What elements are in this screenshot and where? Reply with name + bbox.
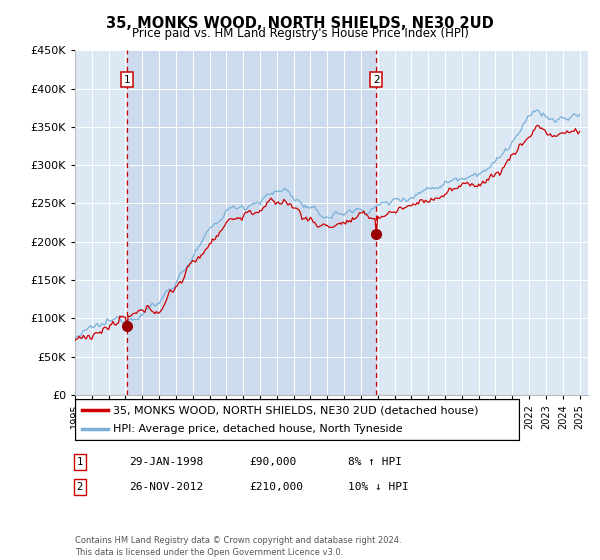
- Text: 26-NOV-2012: 26-NOV-2012: [129, 482, 203, 492]
- Text: 35, MONKS WOOD, NORTH SHIELDS, NE30 2UD: 35, MONKS WOOD, NORTH SHIELDS, NE30 2UD: [106, 16, 494, 31]
- Text: £90,000: £90,000: [249, 457, 296, 467]
- Text: 8% ↑ HPI: 8% ↑ HPI: [348, 457, 402, 467]
- Text: 2: 2: [77, 482, 83, 492]
- Text: 35, MONKS WOOD, NORTH SHIELDS, NE30 2UD (detached house): 35, MONKS WOOD, NORTH SHIELDS, NE30 2UD …: [113, 405, 478, 415]
- Bar: [127, 50, 376, 395]
- Text: 10% ↓ HPI: 10% ↓ HPI: [348, 482, 409, 492]
- Text: Contains HM Land Registry data © Crown copyright and database right 2024.
This d: Contains HM Land Registry data © Crown c…: [75, 536, 401, 557]
- Text: 1: 1: [124, 74, 130, 85]
- Text: Price paid vs. HM Land Registry's House Price Index (HPI): Price paid vs. HM Land Registry's House …: [131, 27, 469, 40]
- Text: 1: 1: [77, 457, 83, 467]
- Text: £210,000: £210,000: [249, 482, 303, 492]
- Text: 29-JAN-1998: 29-JAN-1998: [129, 457, 203, 467]
- Text: HPI: Average price, detached house, North Tyneside: HPI: Average price, detached house, Nort…: [113, 424, 403, 433]
- Text: 2: 2: [373, 74, 379, 85]
